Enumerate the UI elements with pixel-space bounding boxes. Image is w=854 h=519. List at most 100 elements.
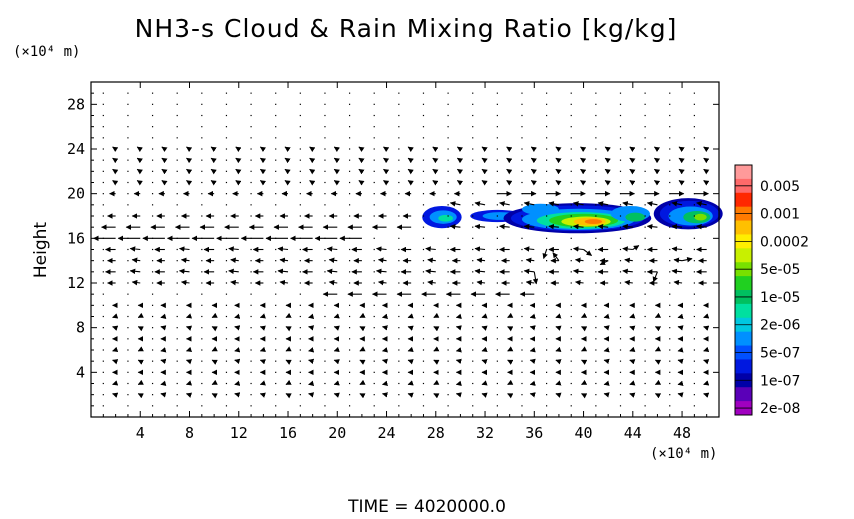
x-tick-label: 40 <box>575 424 593 442</box>
grid-dot <box>250 159 252 161</box>
grid-dot <box>546 170 548 172</box>
grid-dot <box>373 248 375 251</box>
grid-dot <box>570 126 572 128</box>
grid-dot <box>546 371 548 373</box>
grid-dot <box>102 338 104 340</box>
wind-arrow <box>629 146 636 153</box>
wind-arrow <box>622 268 633 275</box>
grid-dot <box>275 103 277 105</box>
grid-dot <box>102 327 104 329</box>
wind-arrow <box>654 346 662 352</box>
grid-dot <box>595 248 597 251</box>
grid-dot <box>127 382 129 385</box>
grid-dot <box>521 315 523 318</box>
grid-dot <box>275 349 277 351</box>
grid-dot <box>422 204 425 206</box>
grid-dot <box>225 248 228 251</box>
wind-arrow <box>358 180 365 186</box>
grid-dot <box>176 382 178 385</box>
grid-dot <box>201 282 203 284</box>
grid-dot <box>151 349 154 351</box>
grid-dot <box>373 327 375 329</box>
grid-dot <box>201 405 203 407</box>
grid-dot <box>225 382 228 385</box>
grid-dot <box>619 103 622 105</box>
grid-dot <box>619 338 622 340</box>
grid-dot <box>102 360 104 362</box>
grid-dot <box>102 92 104 94</box>
grid-dot <box>619 215 622 217</box>
grid-dot <box>275 215 277 217</box>
grid-dot <box>275 304 277 306</box>
wind-arrow <box>308 325 315 331</box>
grid-dot <box>127 304 129 306</box>
grid-dot <box>521 371 523 373</box>
grid-dot <box>521 382 523 385</box>
wind-arrow <box>530 146 537 153</box>
grid-dot <box>299 304 301 306</box>
wind-arrow <box>129 268 141 275</box>
grid-dot <box>447 327 449 329</box>
grid-dot <box>250 304 252 306</box>
wind-arrow <box>604 180 611 186</box>
wind-arrow <box>137 326 144 332</box>
wind-arrow <box>603 347 610 353</box>
grid-dot <box>151 148 154 150</box>
grid-dot <box>447 137 449 139</box>
wind-arrow <box>499 201 510 207</box>
grid-dot <box>299 405 301 407</box>
wind-arrow <box>359 379 366 385</box>
grid-dot <box>619 271 622 273</box>
grid-dot <box>250 382 252 385</box>
grid-dot <box>348 114 351 117</box>
grid-dot <box>422 394 425 396</box>
wind-arrow <box>575 279 584 286</box>
colorbar-label: 5e-07 <box>760 346 800 362</box>
grid-dot <box>250 349 252 351</box>
wind-arrow <box>375 268 387 275</box>
grid-dot <box>176 293 178 295</box>
grid-dot <box>496 170 498 172</box>
wind-arrow <box>653 157 661 164</box>
grid-dot <box>644 159 646 161</box>
grid-dot <box>250 170 252 172</box>
grid-dot <box>127 170 129 172</box>
grid-dot <box>546 226 548 228</box>
wind-arrow <box>474 268 486 275</box>
grid-dot <box>570 237 572 239</box>
wind-arrow <box>279 257 289 264</box>
grid-dot <box>669 260 671 262</box>
wind-arrow <box>161 157 168 164</box>
grid-dot <box>472 226 474 228</box>
grid-dot <box>398 215 400 217</box>
grid-dot <box>151 394 154 396</box>
grid-dot <box>644 382 646 385</box>
wind-arrow <box>359 393 366 399</box>
x-tick-label: 20 <box>328 424 346 442</box>
grid-dot <box>546 405 548 407</box>
grid-dot <box>275 315 277 318</box>
grid-dot <box>669 215 671 217</box>
grid-dot <box>447 148 449 150</box>
grid-dot <box>447 92 449 94</box>
wind-arrow <box>137 379 144 385</box>
grid-dot <box>102 215 104 217</box>
grid-dot <box>595 338 597 340</box>
grid-dot <box>595 304 597 306</box>
grid-dot <box>348 282 351 284</box>
wind-arrow <box>112 157 119 164</box>
grid-dot <box>127 148 129 150</box>
grid-dot <box>595 148 597 150</box>
grid-dot <box>398 360 400 362</box>
grid-dot <box>521 394 523 396</box>
grid-dot <box>546 349 548 351</box>
wind-arrow <box>407 168 414 175</box>
wind-arrow <box>284 180 291 186</box>
wind-arrow <box>160 358 167 365</box>
wind-arrow <box>433 393 440 399</box>
grid-dot <box>102 382 104 385</box>
grid-dot <box>619 282 622 284</box>
wind-arrow <box>622 246 633 252</box>
wind-arrow <box>629 180 636 186</box>
wind-arrow <box>112 325 119 331</box>
